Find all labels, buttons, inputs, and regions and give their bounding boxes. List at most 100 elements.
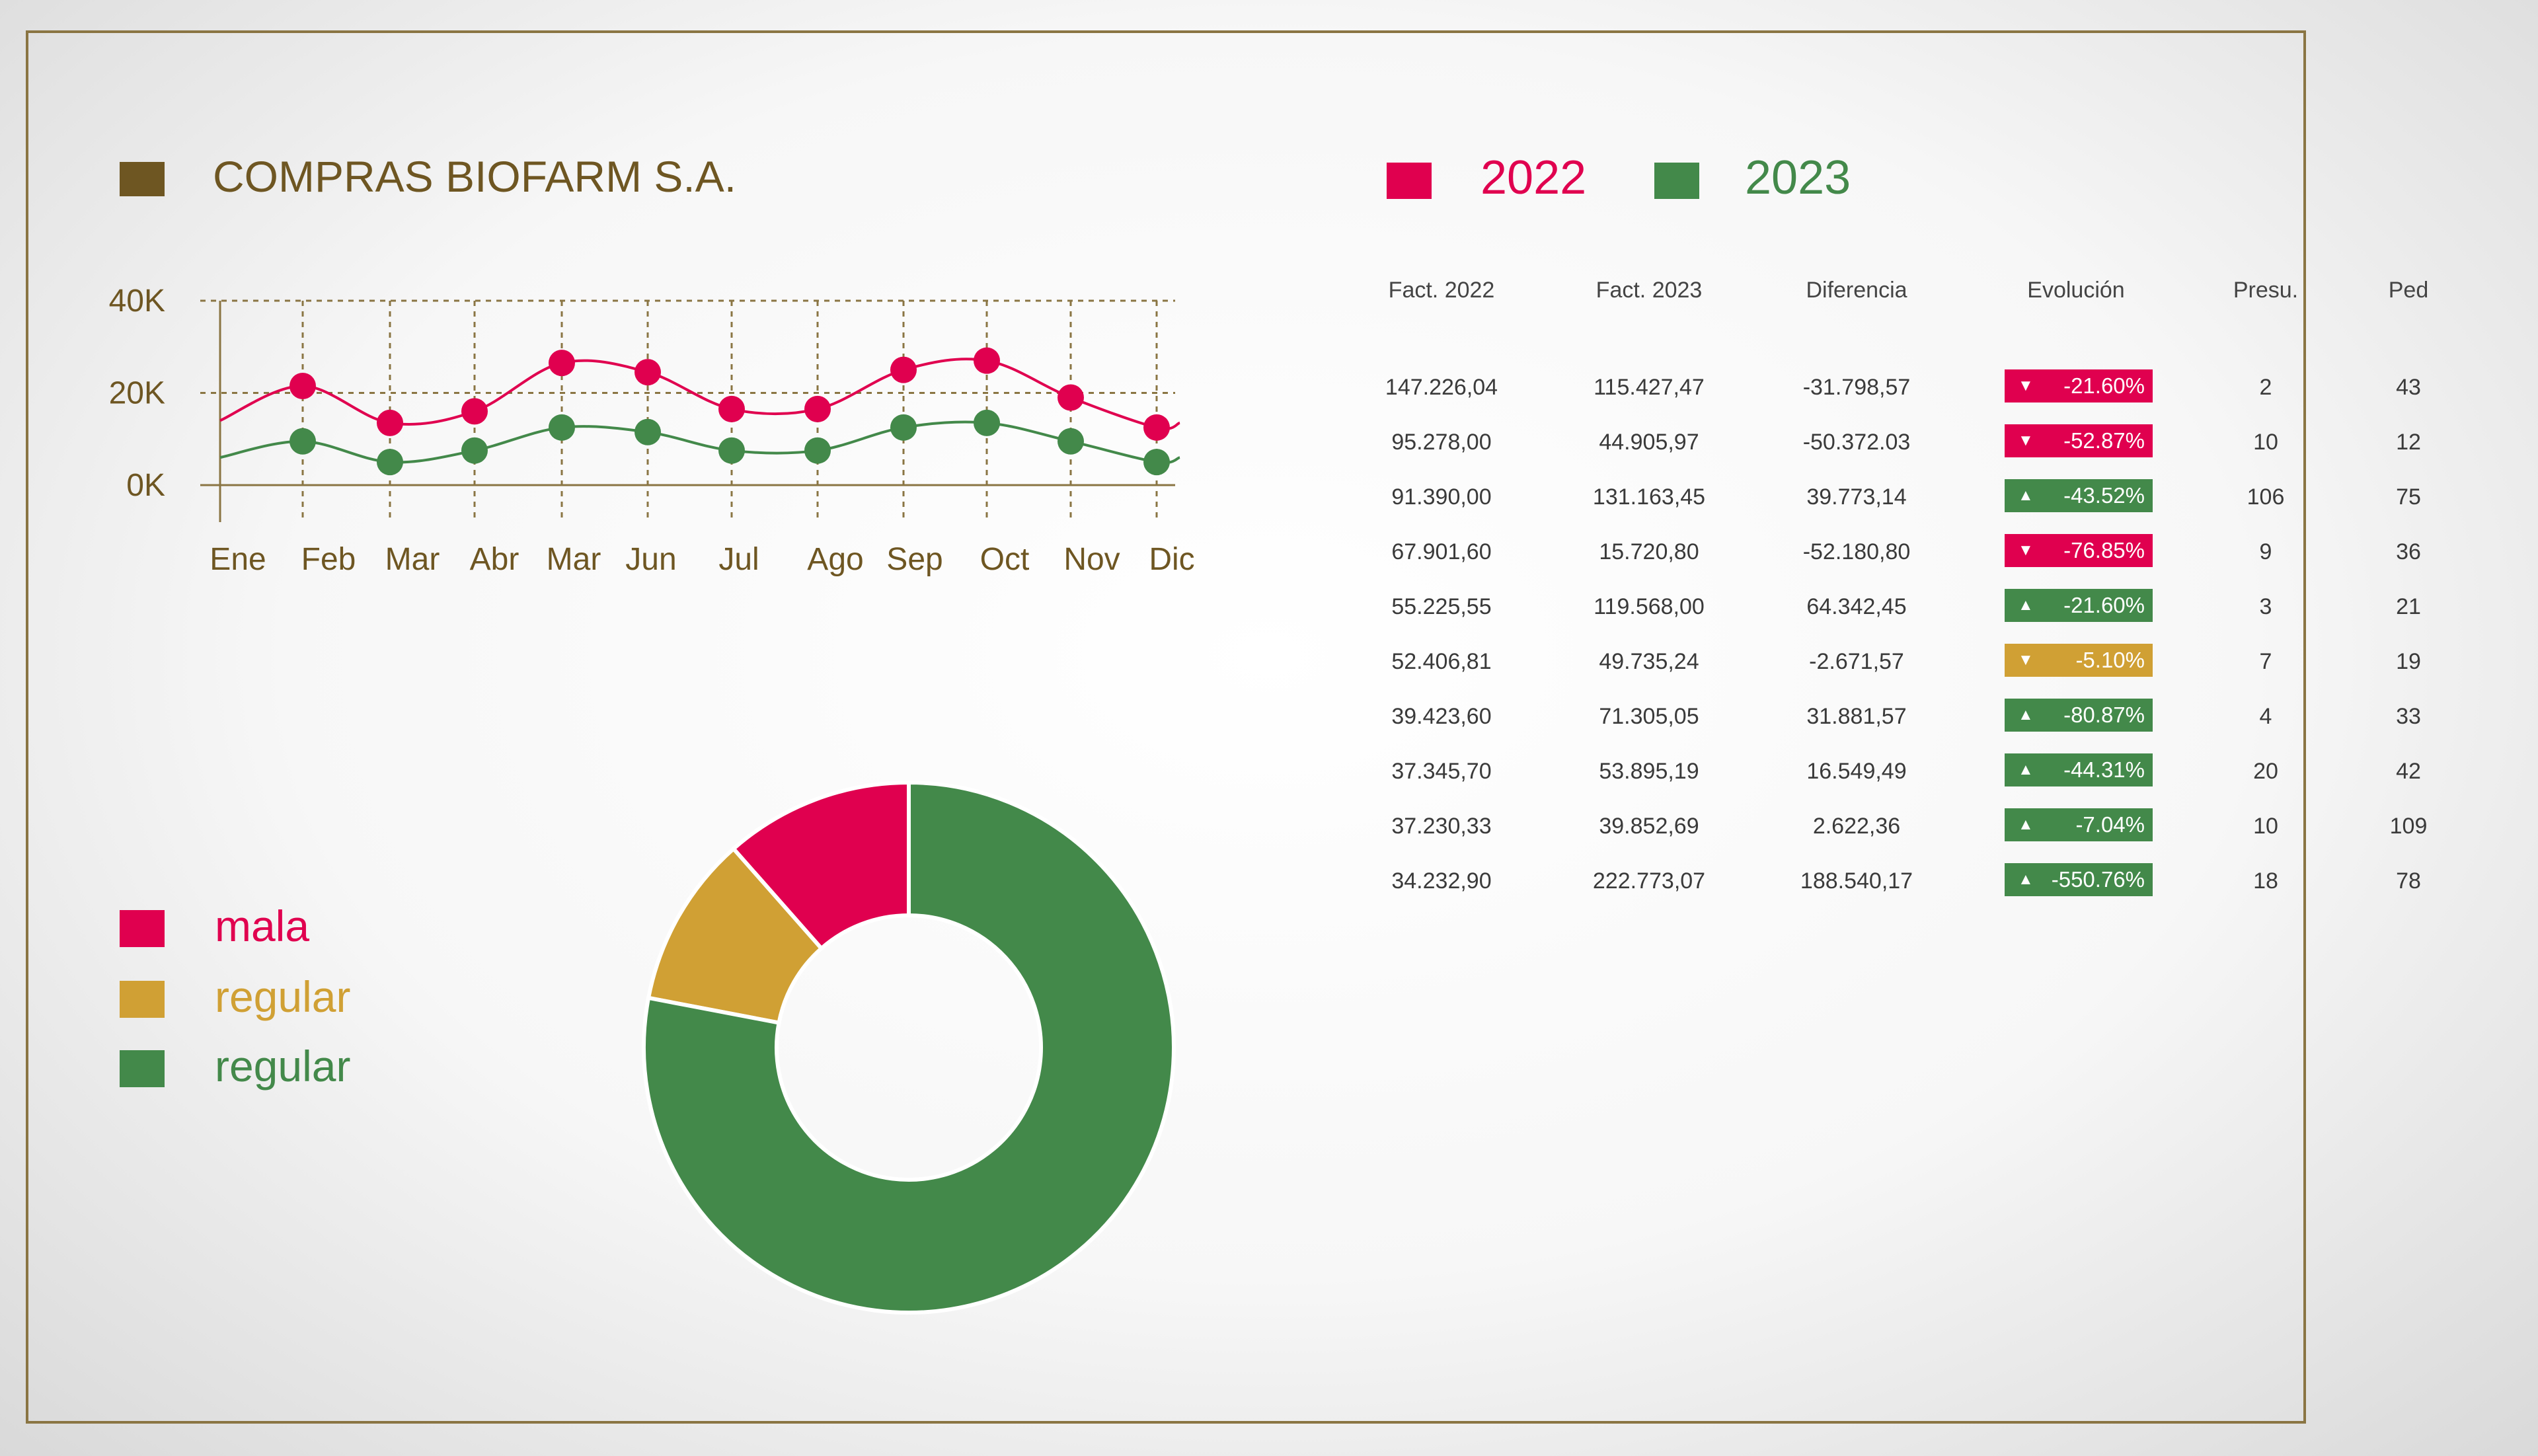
arrow-up-icon: ▲	[2018, 761, 2034, 779]
evolution-badge: ▲ -43.52%	[2005, 479, 2153, 512]
cell-f2022: 147.226,04	[1385, 375, 1498, 400]
cell-f2023: 53.895,19	[1599, 759, 1699, 784]
evolution-badge: ▲ -44.31%	[2005, 753, 2153, 786]
point-2023-abr	[461, 437, 488, 464]
evolution-value: -43.52%	[2063, 483, 2145, 508]
arrow-down-icon: ▼	[2018, 432, 2034, 449]
cell-presu: 10	[2253, 814, 2278, 839]
cell-presu: 106	[2247, 484, 2285, 510]
cell-f2023: 39.852,69	[1599, 814, 1699, 839]
cell-ped: 109	[2389, 814, 2428, 839]
point-2023-mar	[549, 414, 575, 441]
cell-dif: 16.549,49	[1806, 759, 1907, 784]
point-2022-mar	[549, 350, 575, 377]
cell-f2023: 131.163,45	[1592, 484, 1706, 510]
table-header: Ped	[2388, 278, 2429, 303]
x-tick-label: Jun	[625, 542, 676, 577]
x-tick-label: Ene	[210, 542, 266, 577]
evolution-badge: ▼ -21.60%	[2005, 369, 2153, 402]
table-header: Fact. 2022	[1388, 278, 1495, 303]
legend-label-2022: 2022	[1480, 151, 1587, 204]
cell-f2022: 67.901,60	[1391, 539, 1492, 564]
monthly-line-chart: 0K 20K 40K Ene Feb Mar Abr Mar Jun Jul Ago Sep Oct No…	[109, 284, 1195, 577]
point-2023-nov	[1058, 428, 1084, 455]
cell-f2023: 15.720,80	[1599, 539, 1699, 564]
cell-presu: 7	[2259, 649, 2272, 674]
y-tick-label: 40K	[109, 284, 165, 319]
table-header: Diferencia	[1806, 278, 1907, 303]
legend-swatch-2022	[1387, 163, 1432, 199]
table-header: Evolución	[2027, 278, 2125, 303]
dashboard-frame	[26, 30, 2306, 1424]
cell-dif: 39.773,14	[1806, 484, 1907, 510]
point-2022-feb	[289, 373, 316, 400]
point-2022-dic	[1143, 414, 1170, 441]
point-2022-ago	[804, 395, 831, 422]
cell-f2023: 71.305,05	[1599, 704, 1699, 729]
point-2023-ago	[804, 437, 831, 464]
legend-swatch-regular-green	[120, 1050, 165, 1087]
cell-dif: 64.342,45	[1806, 594, 1907, 619]
evolution-badge: ▲ -80.87%	[2005, 699, 2153, 732]
point-2022-jun	[634, 359, 661, 386]
point-2023-mar	[377, 449, 403, 476]
cell-f2022: 34.232,90	[1391, 868, 1492, 894]
y-tick-label: 0K	[126, 468, 165, 503]
cell-f2022: 39.423,60	[1391, 704, 1492, 729]
cell-presu: 18	[2253, 868, 2278, 894]
cell-f2023: 222.773,07	[1592, 868, 1706, 894]
evolution-value: -80.87%	[2063, 703, 2145, 727]
x-tick-label: Feb	[301, 542, 356, 577]
cell-f2023: 119.568,00	[1594, 594, 1705, 619]
arrow-up-icon: ▲	[2018, 486, 2034, 504]
cell-dif: -31.798,57	[1802, 375, 1911, 400]
cell-presu: 3	[2259, 594, 2272, 619]
point-2022-oct	[974, 347, 1000, 374]
evolution-value: -21.60%	[2063, 593, 2145, 617]
point-2023-jun	[634, 418, 661, 445]
point-2022-nov	[1058, 384, 1084, 411]
evolution-badge: ▲ -7.04%	[2005, 808, 2153, 841]
evolution-value: -21.60%	[2063, 373, 2145, 398]
cell-dif: 2.622,36	[1812, 814, 1901, 839]
x-tick-label: Oct	[980, 542, 1030, 577]
x-tick-label: Mar	[547, 542, 601, 577]
legend-swatch-2023	[1654, 163, 1699, 199]
table-header: Fact. 2023	[1596, 278, 1703, 303]
x-tick-label: Ago	[807, 542, 863, 577]
point-2023-sep	[890, 414, 917, 441]
cell-f2022: 37.345,70	[1391, 759, 1492, 784]
legend-label-regular-green: regular	[215, 1042, 351, 1091]
evolution-value: -44.31%	[2063, 757, 2145, 782]
cell-dif: -50.372.03	[1802, 430, 1911, 455]
arrow-down-icon: ▼	[2018, 377, 2034, 395]
cell-ped: 33	[2396, 704, 2421, 729]
cell-ped: 42	[2396, 759, 2421, 784]
legend-swatch-mala	[120, 910, 165, 947]
evolution-badge: ▼ -76.85%	[2005, 534, 2153, 567]
cell-f2022: 91.390,00	[1391, 484, 1492, 510]
evolution-value: -76.85%	[2063, 538, 2145, 562]
point-2023-oct	[974, 409, 1000, 436]
cell-f2023: 49.735,24	[1599, 649, 1699, 674]
evolution-value: -52.87%	[2063, 428, 2145, 453]
arrow-up-icon: ▲	[2018, 596, 2034, 614]
arrow-up-icon: ▲	[2018, 816, 2034, 833]
point-2023-dic	[1143, 449, 1170, 476]
cell-presu: 4	[2259, 704, 2272, 729]
cell-ped: 21	[2396, 594, 2421, 619]
cell-ped: 78	[2396, 868, 2421, 894]
evolution-value: -7.04%	[2075, 812, 2145, 837]
cell-ped: 19	[2396, 649, 2421, 674]
y-tick-label: 20K	[109, 376, 165, 411]
legend-label-regular-gold: regular	[215, 972, 351, 1021]
donut-slice-mala	[730, 780, 911, 952]
point-2022-mar	[377, 409, 403, 436]
point-2022-sep	[890, 356, 917, 383]
legend-label-2023: 2023	[1745, 151, 1851, 204]
cell-presu: 20	[2253, 759, 2278, 784]
title-swatch	[120, 162, 165, 196]
cell-f2022: 95.278,00	[1391, 430, 1492, 455]
point-2023-jul	[718, 437, 745, 464]
x-tick-label: Jul	[718, 542, 759, 577]
